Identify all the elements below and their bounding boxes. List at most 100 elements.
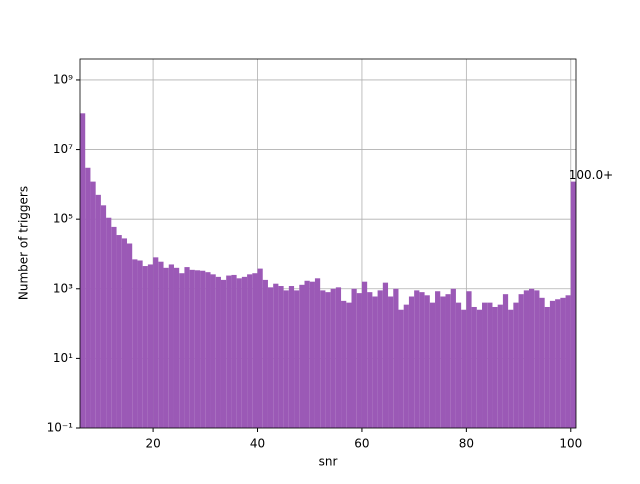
annotation: 100.0+ xyxy=(569,168,613,182)
y-tick-label: 10⁻¹ xyxy=(47,421,74,435)
bar xyxy=(424,295,430,428)
bar xyxy=(440,296,446,428)
bar xyxy=(106,217,112,428)
bar xyxy=(137,260,143,428)
bar xyxy=(262,279,268,428)
bar xyxy=(179,273,185,428)
bar xyxy=(549,300,556,428)
bar xyxy=(455,302,462,428)
x-axis-label: snr xyxy=(319,455,338,469)
bar xyxy=(429,302,436,428)
bar xyxy=(252,273,258,428)
bar xyxy=(278,286,284,428)
bar xyxy=(320,290,326,428)
bar xyxy=(497,304,503,428)
x-tick-label: 40 xyxy=(250,437,265,451)
y-axis-label: Number of triggers xyxy=(17,186,31,300)
bar xyxy=(382,282,389,428)
bar xyxy=(408,296,415,428)
bar xyxy=(539,297,545,428)
bar xyxy=(126,243,133,428)
x-tick-label: 20 xyxy=(145,437,160,451)
x-tick-label: 100 xyxy=(559,437,582,451)
bar xyxy=(90,181,96,428)
bar xyxy=(419,292,425,428)
y-tick-label: 10¹ xyxy=(53,351,73,365)
y-tick-label: 10³ xyxy=(53,281,73,295)
bar xyxy=(173,267,180,428)
bar xyxy=(210,274,216,428)
bar xyxy=(116,235,122,428)
bar xyxy=(163,267,169,428)
bar xyxy=(288,286,295,428)
bar xyxy=(200,270,206,428)
bar xyxy=(142,266,148,428)
bar xyxy=(325,292,331,428)
bar xyxy=(403,304,409,428)
bar xyxy=(168,264,174,428)
bar xyxy=(304,280,310,428)
bar xyxy=(257,268,263,428)
bar xyxy=(215,276,221,428)
bar xyxy=(294,290,300,428)
bar xyxy=(100,205,107,428)
bar xyxy=(267,287,274,428)
bar xyxy=(565,295,571,428)
bar xyxy=(189,269,195,428)
bar xyxy=(273,283,279,428)
x-tick-label: 80 xyxy=(459,437,474,451)
bar xyxy=(111,226,117,428)
bar xyxy=(346,302,352,428)
bar xyxy=(502,294,509,428)
y-tick-label: 10⁵ xyxy=(53,212,73,226)
bar xyxy=(351,288,357,428)
bar xyxy=(367,292,373,428)
y-tick-label: 10⁷ xyxy=(53,142,73,156)
bar xyxy=(147,264,154,428)
bar xyxy=(435,291,441,428)
bar xyxy=(184,267,190,428)
bar xyxy=(492,306,498,428)
bar xyxy=(194,270,201,428)
bar xyxy=(414,290,420,428)
bar xyxy=(445,294,451,428)
bar xyxy=(247,274,253,428)
bar xyxy=(231,274,237,428)
bar xyxy=(523,290,530,428)
bar xyxy=(330,288,336,428)
bar xyxy=(314,278,321,428)
bar xyxy=(283,290,289,428)
bar xyxy=(372,296,378,428)
plot-frame xyxy=(79,58,577,429)
bar xyxy=(132,259,138,428)
bar xyxy=(153,257,159,428)
bar xyxy=(220,279,227,428)
bar xyxy=(85,167,91,428)
bar xyxy=(236,278,242,428)
bar xyxy=(226,275,232,428)
bar xyxy=(95,194,101,428)
bar xyxy=(471,306,477,428)
bar xyxy=(121,238,127,428)
bar xyxy=(356,293,362,428)
bar xyxy=(544,306,550,428)
bar xyxy=(518,294,524,428)
bar xyxy=(570,181,576,428)
bar xyxy=(555,299,561,428)
bar xyxy=(205,272,211,428)
bar xyxy=(393,288,399,428)
bar xyxy=(388,296,394,428)
y-tick-label: 10⁹ xyxy=(53,72,73,86)
bar xyxy=(241,276,248,428)
bar xyxy=(476,309,483,428)
bar xyxy=(529,288,535,428)
bar xyxy=(513,302,519,428)
bar xyxy=(482,302,488,428)
bar xyxy=(80,113,86,429)
bar xyxy=(508,309,514,428)
bar xyxy=(377,290,383,428)
bar xyxy=(450,288,456,428)
bar xyxy=(466,291,472,428)
